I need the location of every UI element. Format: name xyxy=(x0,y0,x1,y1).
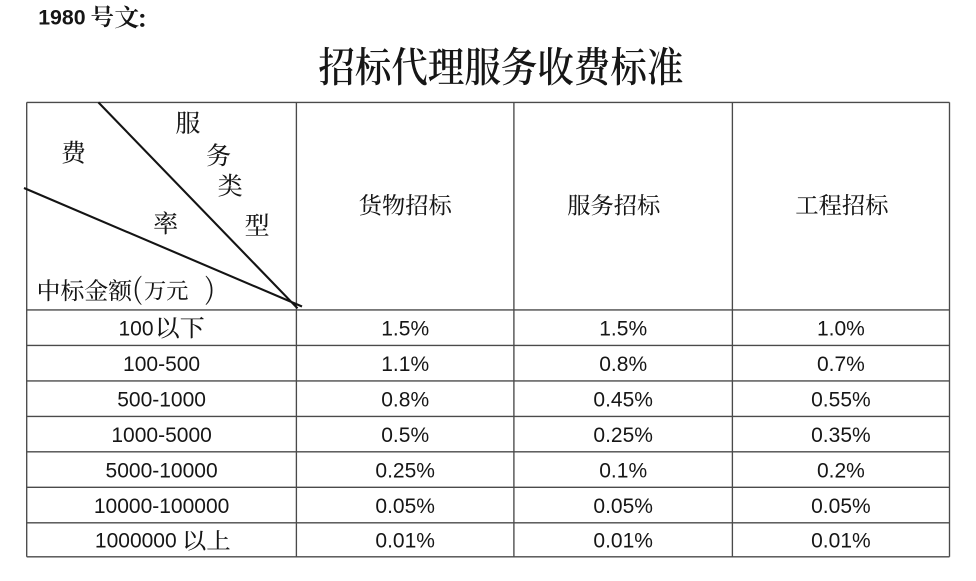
svg-text:0.05%: 0.05% xyxy=(593,495,653,518)
svg-text:1.5%: 1.5% xyxy=(599,318,647,341)
svg-text:0.01%: 0.01% xyxy=(811,530,871,553)
svg-text:0.35%: 0.35% xyxy=(811,424,871,447)
svg-text:100: 100 xyxy=(118,318,153,341)
svg-text:0.55%: 0.55% xyxy=(811,389,871,412)
svg-text:0.01%: 0.01% xyxy=(593,530,653,553)
svg-text:5000-10000: 5000-10000 xyxy=(106,459,218,482)
svg-text:1.5%: 1.5% xyxy=(381,318,429,341)
svg-text:500-1000: 500-1000 xyxy=(117,389,206,412)
svg-text:10000-100000: 10000-100000 xyxy=(94,495,229,518)
svg-text:100-500: 100-500 xyxy=(123,353,200,376)
svg-text:0.2%: 0.2% xyxy=(817,459,865,482)
svg-text:1000000: 1000000 xyxy=(95,530,177,553)
svg-text:1980: 1980 xyxy=(38,5,85,29)
svg-text:0.01%: 0.01% xyxy=(375,530,435,553)
svg-text:1.0%: 1.0% xyxy=(817,318,865,341)
svg-text:0.8%: 0.8% xyxy=(599,353,647,376)
svg-text:0.8%: 0.8% xyxy=(381,389,429,412)
svg-text:0.05%: 0.05% xyxy=(375,495,435,518)
svg-text:0.25%: 0.25% xyxy=(593,424,653,447)
svg-text:0.5%: 0.5% xyxy=(381,424,429,447)
svg-text:0.7%: 0.7% xyxy=(817,353,865,376)
svg-text:0.25%: 0.25% xyxy=(375,459,435,482)
svg-text:0.05%: 0.05% xyxy=(811,495,871,518)
svg-text:1000-5000: 1000-5000 xyxy=(111,424,211,447)
svg-text:0.45%: 0.45% xyxy=(593,389,653,412)
svg-text:0.1%: 0.1% xyxy=(599,459,647,482)
svg-text:1.1%: 1.1% xyxy=(381,353,429,376)
